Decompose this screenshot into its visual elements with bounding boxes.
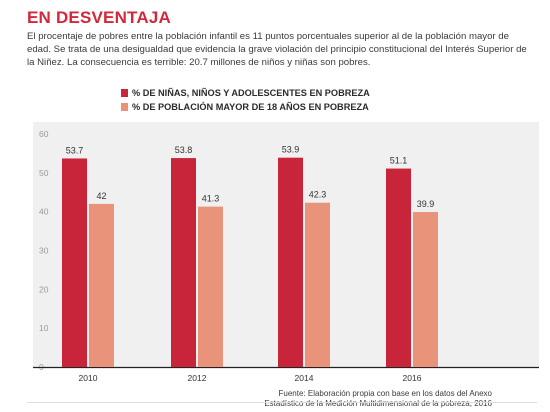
data-label-children-2016: 51.1 bbox=[390, 156, 408, 166]
bar-adults-2014 bbox=[305, 202, 330, 367]
x-tick-label-2016: 2016 bbox=[403, 373, 422, 383]
data-label-children-2012: 53.8 bbox=[175, 145, 193, 155]
y-tick-label: 40 bbox=[39, 207, 49, 217]
data-label-adults-2012: 41.3 bbox=[202, 194, 220, 204]
source-line-1: Fuente: Elaboración propia con base en l… bbox=[278, 389, 492, 398]
y-tick-label: 50 bbox=[39, 168, 49, 178]
intro-text: El procentaje de pobres entre la poblaci… bbox=[27, 31, 527, 68]
data-label-adults-2010: 42 bbox=[96, 191, 106, 201]
x-tick-label-2014: 2014 bbox=[295, 373, 314, 383]
bar-adults-2010 bbox=[89, 203, 114, 367]
bar-children-2010 bbox=[62, 158, 87, 367]
x-tick-label-2010: 2010 bbox=[79, 373, 98, 383]
bar-children-2014 bbox=[278, 157, 303, 367]
data-label-children-2010: 53.7 bbox=[66, 145, 84, 155]
data-label-children-2014: 53.9 bbox=[282, 145, 300, 155]
legend-item-children: % DE NIÑAS, NIÑOS Y ADOLESCENTES EN POBR… bbox=[121, 86, 370, 100]
legend-swatch-adults bbox=[121, 103, 128, 111]
legend: % DE NIÑAS, NIÑOS Y ADOLESCENTES EN POBR… bbox=[121, 86, 370, 114]
legend-swatch-children bbox=[121, 89, 128, 97]
data-label-adults-2016: 39.9 bbox=[417, 199, 435, 209]
bar-children-2012 bbox=[171, 158, 196, 367]
x-tick-label-2012: 2012 bbox=[188, 373, 207, 383]
source-line-2: Estadístico de la Medición Multidimensio… bbox=[264, 399, 492, 408]
y-tick-label: 20 bbox=[39, 284, 49, 294]
legend-label-children: % DE NIÑAS, NIÑOS Y ADOLESCENTES EN POBR… bbox=[132, 88, 370, 98]
source-note: Fuente: Elaboración propia con base en l… bbox=[264, 389, 492, 409]
y-tick-label: 30 bbox=[39, 246, 49, 256]
legend-item-adults: % DE POBLACIÓN MAYOR DE 18 AÑOS EN POBRE… bbox=[121, 100, 370, 114]
chart-title: EN DESVENTAJA bbox=[27, 8, 171, 27]
data-label-adults-2014: 42.3 bbox=[309, 190, 327, 200]
y-tick-label: 10 bbox=[39, 323, 49, 333]
bar-adults-2016 bbox=[413, 212, 438, 367]
y-tick-label: 60 bbox=[39, 129, 49, 139]
bottom-rule bbox=[27, 402, 537, 403]
legend-label-adults: % DE POBLACIÓN MAYOR DE 18 AÑOS EN POBRE… bbox=[132, 102, 369, 112]
bar-children-2016 bbox=[386, 168, 411, 367]
bar-adults-2012 bbox=[198, 206, 223, 367]
